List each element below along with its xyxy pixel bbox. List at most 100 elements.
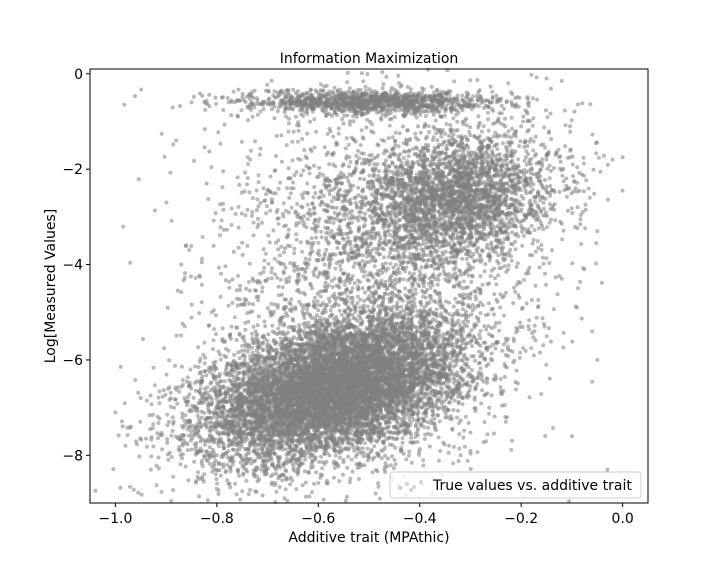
data-point — [242, 462, 247, 467]
data-point — [111, 467, 116, 472]
data-point — [328, 308, 333, 313]
data-point — [178, 462, 183, 467]
data-point — [237, 473, 241, 478]
data-point — [376, 481, 381, 486]
data-point — [498, 385, 503, 390]
data-point — [238, 497, 243, 502]
data-point — [202, 340, 207, 345]
data-point — [120, 424, 125, 429]
data-point — [248, 354, 253, 358]
data-point — [290, 461, 295, 466]
data-point — [246, 451, 251, 456]
data-point — [306, 320, 311, 325]
data-point — [319, 454, 324, 459]
data-point — [324, 459, 329, 464]
data-point — [320, 460, 325, 464]
data-point — [455, 415, 459, 420]
data-point — [169, 454, 174, 459]
data-point — [189, 447, 194, 452]
data-point — [493, 346, 498, 351]
data-point — [168, 390, 173, 395]
data-point — [426, 425, 431, 430]
data-point — [331, 475, 336, 480]
data-point — [213, 472, 218, 477]
data-point — [337, 479, 342, 484]
data-point — [165, 423, 170, 428]
data-point — [218, 473, 223, 478]
data-point — [183, 464, 188, 469]
data-point — [502, 374, 507, 379]
data-point — [234, 338, 239, 342]
scatter-points — [93, 67, 625, 504]
data-point — [255, 323, 260, 328]
data-point — [188, 407, 193, 412]
data-point — [171, 474, 176, 479]
data-point — [450, 426, 455, 431]
data-point — [303, 480, 308, 485]
data-point — [156, 466, 161, 471]
data-point — [165, 437, 170, 442]
data-point — [392, 457, 397, 462]
data-point — [242, 389, 247, 393]
data-point — [165, 412, 170, 417]
data-point — [188, 367, 193, 372]
data-point — [346, 454, 351, 459]
data-point — [169, 498, 174, 503]
data-point — [452, 398, 457, 403]
data-point — [253, 489, 258, 494]
data-point — [221, 384, 226, 389]
data-point — [482, 324, 487, 329]
data-point — [280, 478, 285, 483]
data-point — [258, 467, 263, 472]
data-point — [414, 431, 418, 436]
data-point — [478, 328, 483, 333]
data-point — [363, 441, 368, 446]
data-point — [159, 489, 164, 494]
data-point — [211, 338, 216, 343]
data-point — [570, 261, 575, 266]
data-point — [360, 446, 365, 451]
data-point — [416, 404, 421, 409]
data-point — [434, 307, 439, 312]
data-point — [345, 494, 349, 499]
data-point — [193, 364, 198, 369]
data-point — [333, 453, 338, 458]
data-point — [456, 408, 461, 413]
data-point — [400, 440, 405, 445]
data-point — [307, 494, 312, 499]
data-point — [202, 472, 207, 477]
data-point — [161, 388, 166, 393]
data-point — [490, 334, 495, 339]
data-point — [185, 442, 190, 447]
data-point — [406, 453, 411, 458]
data-point — [182, 418, 187, 423]
data-point — [391, 466, 396, 471]
data-point — [470, 379, 475, 384]
data-point — [170, 415, 175, 420]
data-point — [500, 348, 505, 353]
data-point — [372, 444, 377, 449]
data-point — [255, 455, 260, 460]
data-point — [156, 421, 161, 425]
data-point — [156, 395, 161, 400]
data-point — [131, 487, 136, 492]
data-point — [133, 377, 138, 382]
data-point — [185, 448, 190, 453]
data-point — [277, 485, 282, 490]
data-point — [355, 294, 360, 299]
data-point — [421, 463, 426, 468]
data-point — [481, 340, 486, 345]
data-point — [163, 392, 168, 397]
data-point — [436, 458, 441, 463]
data-point — [226, 481, 231, 486]
data-point — [197, 494, 202, 499]
data-point — [171, 488, 176, 493]
data-point — [284, 447, 288, 452]
data-point — [383, 453, 388, 458]
data-point — [175, 401, 180, 406]
data-point — [263, 324, 268, 329]
data-point — [206, 406, 211, 411]
data-point — [434, 428, 439, 433]
data-point — [196, 470, 200, 475]
data-point — [164, 372, 169, 377]
